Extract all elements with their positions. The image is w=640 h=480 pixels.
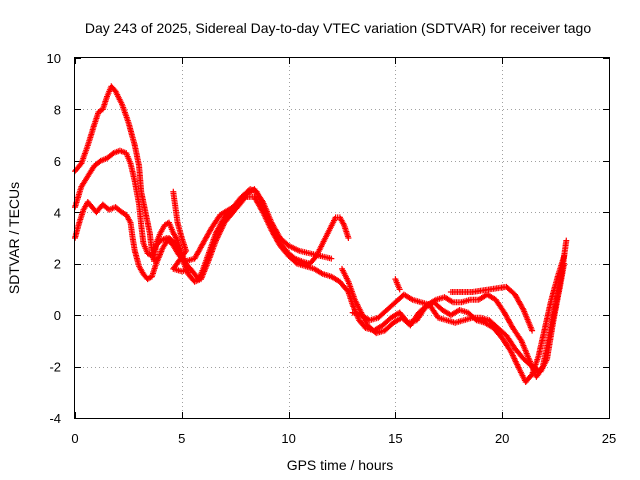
series-markers xyxy=(170,188,568,375)
y-axis-label: SDTVAR / TECUs xyxy=(6,182,22,294)
x-tick-label: 20 xyxy=(495,431,509,446)
x-axis-label: GPS time / hours xyxy=(287,457,394,473)
x-tick-label: 0 xyxy=(71,431,78,446)
y-tick-label: 4 xyxy=(54,205,61,220)
y-tick-label: -4 xyxy=(49,411,61,426)
series-markers xyxy=(339,237,570,380)
y-tick-label: 0 xyxy=(54,308,61,323)
data-points xyxy=(72,83,570,385)
series-trace-b xyxy=(72,147,335,265)
y-tick-label: 2 xyxy=(54,257,61,272)
tick-labels: 0 5 10 15 20 25 -4 -2 0 2 4 6 8 10 xyxy=(47,51,617,446)
x-tick-label: 15 xyxy=(388,431,402,446)
series-trace-d xyxy=(339,237,570,380)
x-tick-label: 5 xyxy=(178,431,185,446)
y-tick-label: 10 xyxy=(47,51,61,66)
y-tick-label: 8 xyxy=(54,102,61,117)
x-tick-label: 10 xyxy=(281,431,295,446)
chart-title: Day 243 of 2025, Sidereal Day-to-day VTE… xyxy=(85,20,592,36)
y-tick-label: -2 xyxy=(49,360,61,375)
x-tick-label: 25 xyxy=(602,431,616,446)
series-trace-e xyxy=(170,188,568,375)
plot-frame xyxy=(74,57,610,419)
series-markers xyxy=(72,147,335,265)
y-tick-label: 6 xyxy=(54,154,61,169)
